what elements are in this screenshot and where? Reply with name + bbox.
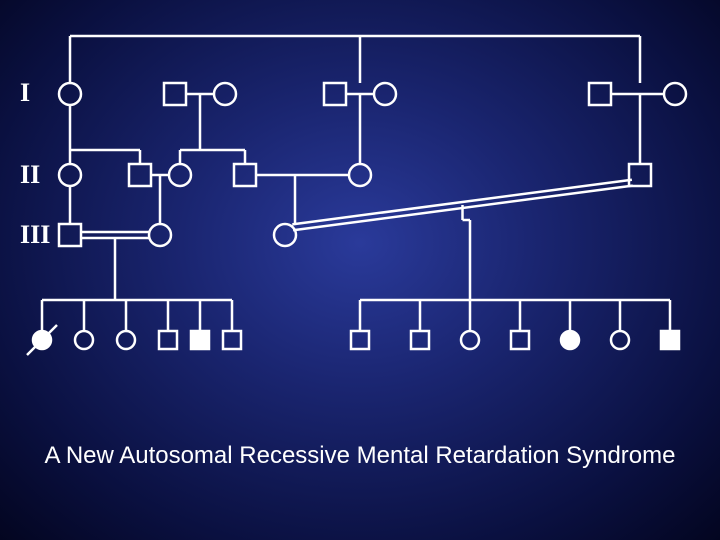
- female-symbol: [611, 331, 629, 349]
- generation-label-3: III: [20, 220, 50, 250]
- female-symbol: [461, 331, 479, 349]
- female-symbol: [274, 224, 296, 246]
- female-symbol: [214, 83, 236, 105]
- male-symbol: [223, 331, 241, 349]
- slide-title: A New Autosomal Recessive Mental Retarda…: [0, 442, 720, 470]
- male-symbol: [159, 331, 177, 349]
- female-symbol: [664, 83, 686, 105]
- male-symbol: [164, 83, 186, 105]
- male-symbol: [629, 164, 651, 186]
- female-symbol: [169, 164, 191, 186]
- male-symbol: [411, 331, 429, 349]
- male-symbol: [351, 331, 369, 349]
- male-symbol: [191, 331, 209, 349]
- male-symbol: [129, 164, 151, 186]
- female-symbol: [149, 224, 171, 246]
- female-symbol: [561, 331, 579, 349]
- male-symbol: [511, 331, 529, 349]
- female-symbol: [117, 331, 135, 349]
- female-symbol: [75, 331, 93, 349]
- male-symbol: [234, 164, 256, 186]
- generation-label-1: I: [20, 78, 30, 108]
- male-symbol: [661, 331, 679, 349]
- generation-label-2: II: [20, 160, 40, 190]
- female-symbol: [59, 164, 81, 186]
- male-symbol: [324, 83, 346, 105]
- male-symbol: [589, 83, 611, 105]
- female-symbol: [349, 164, 371, 186]
- female-symbol: [59, 83, 81, 105]
- female-symbol: [374, 83, 396, 105]
- male-symbol: [59, 224, 81, 246]
